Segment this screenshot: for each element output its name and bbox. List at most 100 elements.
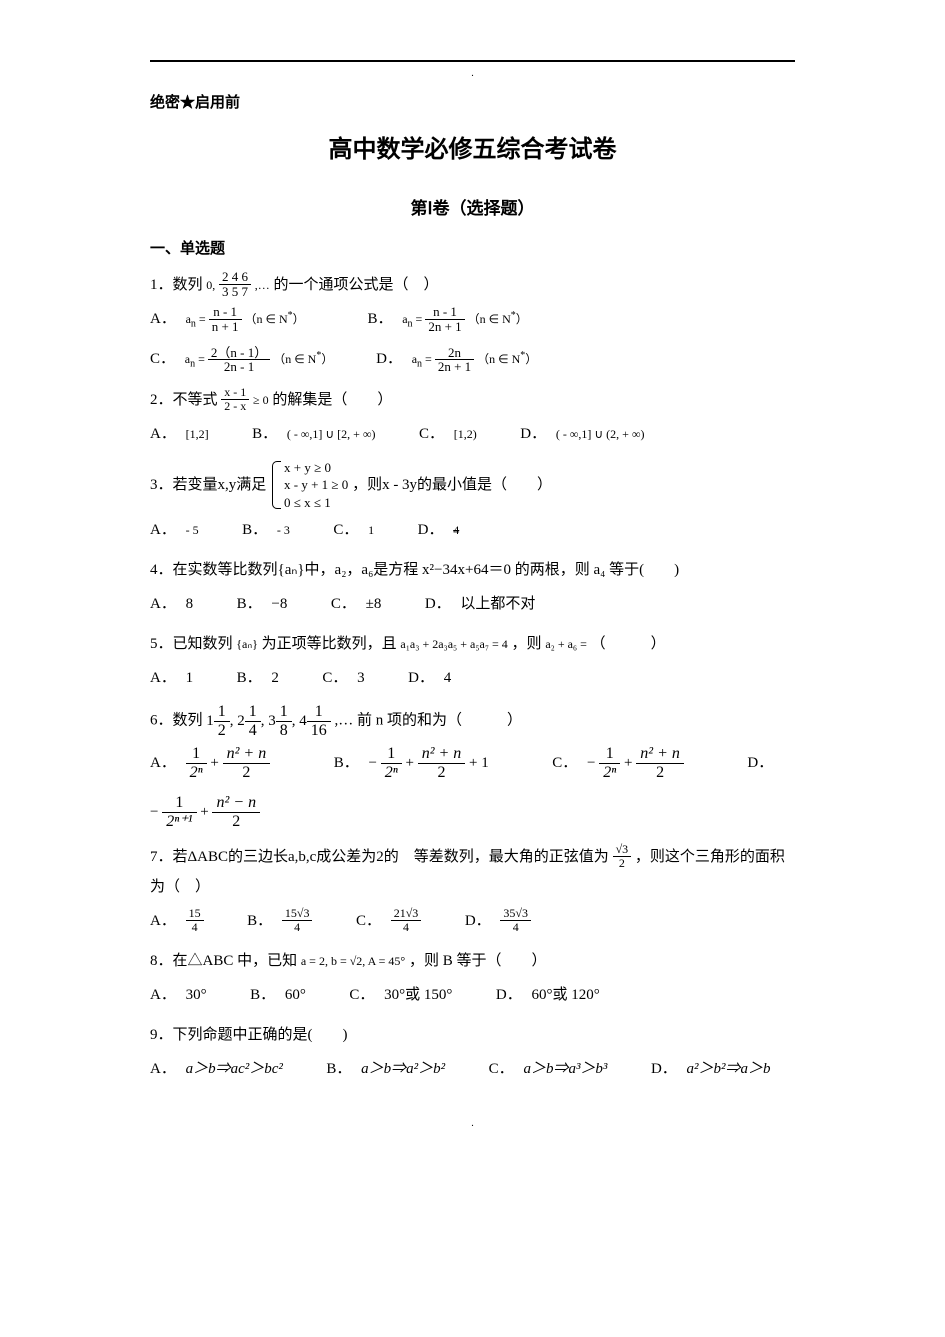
q2-D: ( - ∞,1] ∪ (2, + ∞) [556, 427, 645, 441]
q4-B: −8 [271, 596, 287, 612]
q1-options-row2: C． an = 2（n - 1）2n - 1 （n ∈ N*） D． an = … [150, 344, 795, 374]
q6-t3n: 1 [276, 703, 292, 722]
q6-t2n: 1 [245, 703, 261, 722]
q9-C: a＞b⇒a³＞b³ [523, 1061, 607, 1077]
q4-B-label: B． [237, 589, 262, 619]
q1-seq-nums: 2 4 6 [219, 270, 251, 285]
q3-c3: 0 ≤ x ≤ 1 [284, 494, 348, 512]
q7-D-num: 35√3 [500, 907, 531, 921]
section-heading: 一、单选题 [150, 234, 795, 264]
q1-text-a: 1．数列 [150, 277, 203, 293]
q5-expr: a₁a₃ + 2a₃a₅ + a₅a₇ = 4 [400, 637, 507, 651]
q3-options: A． - 5 B． - 3 C． 1 D． 4 [150, 515, 795, 545]
q2-A-label: A． [150, 419, 176, 449]
q1-text-b: 的一个通项公式是（ ） [274, 277, 439, 293]
q7-options: A． 154 B． 15√34 C． 21√34 D． 35√34 [150, 906, 795, 936]
q6-seq: 112, 214, 318, 4116 [206, 713, 334, 729]
q6-Bplus1: + 1 [469, 755, 489, 771]
q8-text-a: 8．在△ABC 中，已知 [150, 953, 297, 969]
top-rule [150, 60, 795, 62]
q1-D-label: D． [376, 344, 402, 374]
q8-B: 60° [285, 987, 306, 1003]
q2-A: [1,2] [186, 427, 209, 441]
q3-stem: 3．若变量x,y满足 x + y ≥ 0 x - y + 1 ≥ 0 0 ≤ x… [150, 459, 795, 512]
q9-stem: 9．下列命题中正确的是( ) [150, 1020, 795, 1050]
q1-A-cond2: ） [293, 312, 305, 326]
q5-target: a₂ + a₆ = [545, 637, 587, 651]
q4-A: 8 [186, 596, 194, 612]
q6-A1n: 1 [186, 745, 207, 764]
q3-C: 1 [368, 523, 374, 537]
q2-B-label: B． [252, 419, 277, 449]
q5-B-label: B． [237, 663, 262, 693]
q1-D-eq: = [422, 352, 435, 366]
q8-A-label: A． [150, 980, 176, 1010]
q2-C: [1,2) [454, 427, 477, 441]
q2-den: 2 - x [221, 400, 249, 413]
q4-text: 4．在实数等比数列{aₙ}中，a₂，a₆是方程 x²−34x+64＝0 的两根，… [150, 562, 679, 578]
q6-t4n: 1 [307, 703, 331, 722]
q9-A: a＞b⇒ac²＞bc² [186, 1061, 283, 1077]
q8-B-label: B． [250, 980, 275, 1010]
q6-t1a: 1 [206, 713, 214, 729]
q6-t1n: 1 [214, 703, 230, 722]
q6-t1d: 2 [214, 722, 230, 740]
q3-A: - 5 [186, 523, 199, 537]
q7-A-den: 4 [186, 921, 204, 934]
q6-C-label: C． [552, 744, 577, 783]
q5-text-b: 为正项等比数列，且 [262, 636, 397, 652]
q8-options: A． 30° B． 60° C． 30°或 150° D． 60°或 120° [150, 980, 795, 1010]
q1-D-den: 2n + 1 [435, 360, 474, 374]
q7-D-den: 4 [500, 921, 531, 934]
q2-text-a: 2．不等式 [150, 392, 218, 408]
q8-C: 30°或 150° [384, 987, 452, 1003]
part-heading: 第Ⅰ卷（选择题） [150, 192, 795, 226]
q8-D: 60°或 120° [531, 987, 599, 1003]
q1-A-num: n - 1 [209, 305, 242, 320]
q7-D-label: D． [465, 906, 491, 936]
q3-c2: x - y + 1 ≥ 0 [284, 476, 348, 494]
q1-D-cond2: ） [525, 352, 537, 366]
q1-seq-dens: 3 5 7 [219, 285, 251, 299]
q6-t4d: 16 [307, 722, 331, 740]
q1-seq-suffix: ,… [255, 278, 270, 292]
q6-A-expr: 12ⁿ + n² + n2 [186, 755, 274, 771]
q1-A-label: A． [150, 304, 176, 334]
q6-B-expr: − 12ⁿ + n² + n2 + 1 [368, 755, 492, 771]
q5-set: {aₙ} [236, 637, 258, 651]
q6-t2a: 2 [237, 713, 245, 729]
q9-B-label: B． [326, 1054, 351, 1084]
q4-D-label: D． [425, 589, 451, 619]
q4-D: 以上都不对 [460, 596, 535, 612]
q6-t3d: 8 [276, 722, 292, 740]
q6-stem: 6．数列 112, 214, 318, 4116 ,… 前 n 项的和为（ ） [150, 703, 795, 739]
q2-text-b: 的解集是（ ） [272, 392, 392, 408]
q1-A-eq: = [196, 312, 209, 326]
q1-C-cond: （n ∈ N [273, 352, 316, 366]
q6-Bminus: − [368, 755, 376, 771]
q6-B-label: B． [334, 744, 359, 783]
q1-B-cond2: ） [516, 312, 528, 326]
q6-C-expr: − 12ⁿ + n² + n2 [587, 755, 688, 771]
q8-text-b: ，则 B 等于（ ） [409, 953, 547, 969]
header-dot: . [150, 64, 795, 84]
q6-B1d: 2ⁿ [385, 764, 398, 781]
q3-C-label: C． [333, 515, 358, 545]
q5-D-label: D． [408, 663, 434, 693]
q9-C-label: C． [489, 1054, 514, 1084]
q2-geq: ≥ 0 [253, 393, 269, 407]
q5-A-label: A． [150, 663, 176, 693]
q6-Cminus: − [587, 755, 595, 771]
q6-D1n: 1 [162, 794, 196, 813]
q1-B-num: n - 1 [425, 305, 464, 320]
q5-D: 4 [444, 670, 452, 686]
q6-text-b: ,… 前 n 项的和为（ ） [335, 713, 523, 729]
exam-page: . 绝密★启用前 高中数学必修五综合考试卷 第Ⅰ卷（选择题） 一、单选题 1．数… [0, 0, 945, 1174]
q7-B-den: 4 [282, 921, 313, 934]
q1-C-label: C． [150, 344, 175, 374]
q6-C2n: n² + n [640, 745, 680, 762]
q2-B: ( - ∞,1] ∪ [2, + ∞) [287, 427, 376, 441]
q4-C: ±8 [366, 596, 382, 612]
q7-B-num: 15√3 [282, 907, 313, 921]
q3-text-a: 3．若变量x,y满足 [150, 477, 266, 493]
